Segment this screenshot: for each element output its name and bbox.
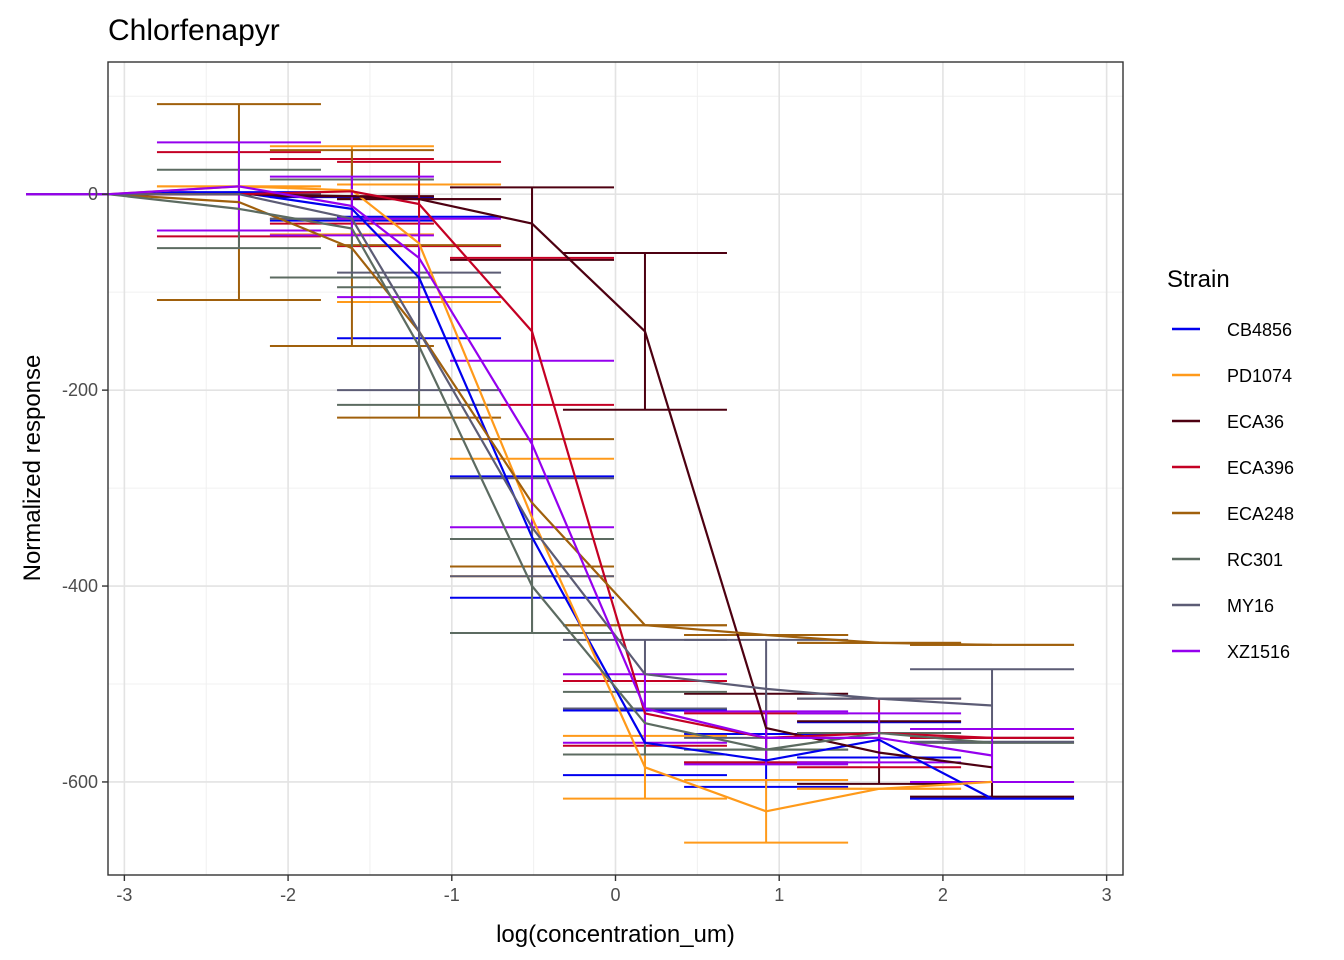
legend: Strain CB4856 PD1074 ECA36 ECA396 ECA248 RC30… bbox=[1167, 266, 1294, 662]
plot-area: -3 -2 -1 0 1 2 3 0 -200 -400 -600 bbox=[26, 61, 1124, 905]
x-tick-label: -1 bbox=[444, 885, 460, 905]
x-tick-label: 1 bbox=[774, 885, 784, 905]
series-line-eca248 bbox=[107, 193, 993, 646]
series-line-xz1516 bbox=[107, 185, 993, 757]
legend-label-eca248: ECA248 bbox=[1227, 504, 1294, 524]
legend-label-cb4856: CB4856 bbox=[1227, 320, 1292, 340]
y-tick-label: -200 bbox=[62, 380, 98, 400]
legend-label-eca396: ECA396 bbox=[1227, 458, 1294, 478]
x-tick-label: 2 bbox=[938, 885, 948, 905]
series-line-eca36 bbox=[108, 193, 993, 769]
legend-label-my16: MY16 bbox=[1227, 596, 1274, 616]
x-tick-label: 3 bbox=[1102, 885, 1112, 905]
legend-title: Strain bbox=[1167, 266, 1230, 293]
legend-label-pd1074: PD1074 bbox=[1227, 366, 1292, 386]
y-tick-label: -400 bbox=[62, 576, 98, 596]
series-line-cb4856 bbox=[107, 191, 993, 800]
x-tick-label: -3 bbox=[116, 885, 132, 905]
series-line-my16 bbox=[108, 193, 993, 707]
legend-label-rc301: RC301 bbox=[1227, 550, 1283, 570]
y-tick-label: -600 bbox=[62, 772, 98, 792]
legend-label-eca36: ECA36 bbox=[1227, 412, 1284, 432]
series-line-pd1074 bbox=[107, 185, 993, 813]
chart-title: Chlorfenapyr bbox=[108, 14, 280, 47]
y-tick-label: 0 bbox=[88, 184, 98, 204]
y-axis-label: Normalized response bbox=[19, 355, 46, 582]
x-tick-label: 0 bbox=[610, 885, 620, 905]
x-axis-label: log(concentration_um) bbox=[496, 921, 735, 948]
legend-label-xz1516: XZ1516 bbox=[1227, 642, 1290, 662]
x-tick-label: -2 bbox=[280, 885, 296, 905]
